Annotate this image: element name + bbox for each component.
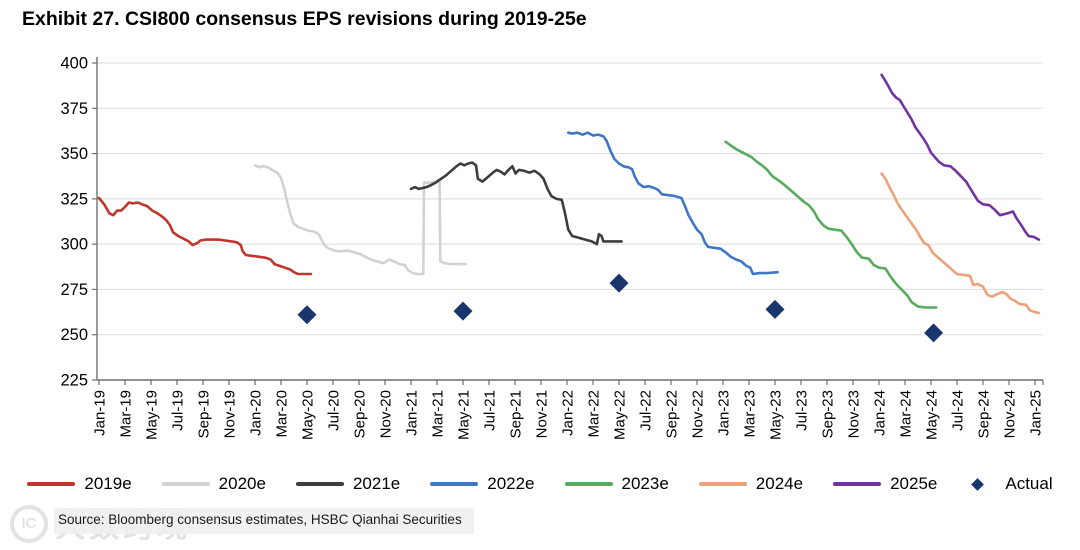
x-axis-label: May-23 bbox=[768, 390, 785, 440]
chart-legend: 2019e 2020e 2021e 2022e 2023e 2024e 2025e Actua… bbox=[0, 468, 1080, 500]
x-axis-label: May-24 bbox=[924, 390, 941, 440]
x-axis-label: Mar-23 bbox=[742, 390, 759, 438]
legend-line-swatch bbox=[833, 482, 882, 486]
x-axis-label: Mar-22 bbox=[586, 390, 603, 438]
legend-label: 2023e bbox=[621, 474, 669, 493]
y-axis-label: 225 bbox=[60, 372, 88, 390]
actual-diamond bbox=[297, 305, 317, 325]
x-axis-label: Sep-23 bbox=[820, 390, 837, 438]
actual-diamond bbox=[453, 301, 473, 321]
x-axis-label: Mar-24 bbox=[898, 390, 915, 438]
legend-label: 2021e bbox=[352, 474, 401, 493]
x-axis-label: Jan-23 bbox=[716, 390, 733, 436]
x-axis-label: Jan-25 bbox=[1028, 390, 1045, 436]
legend-item-2023e[interactable]: 2023e bbox=[564, 474, 669, 494]
x-axis-label: Jul-22 bbox=[638, 390, 655, 431]
x-axis-label: Nov-20 bbox=[378, 390, 395, 438]
legend-item-2024e[interactable]: 2024e bbox=[698, 474, 804, 494]
x-axis-label: Nov-19 bbox=[222, 390, 239, 438]
source-text: Source: Bloomberg consensus estimates, H… bbox=[58, 512, 462, 527]
page-title: Exhibit 27. CSI800 consensus EPS revisio… bbox=[22, 8, 587, 30]
series-2024e bbox=[880, 172, 1041, 315]
x-axis-label: Jan-21 bbox=[404, 390, 421, 436]
x-axis-label: Nov-23 bbox=[846, 390, 863, 438]
series-2019e bbox=[97, 196, 313, 276]
legend-label: 2019e bbox=[84, 474, 132, 493]
legend-diamond-icon bbox=[971, 477, 985, 491]
legend-label: 2025e bbox=[890, 474, 938, 493]
x-axis-label: Jul-19 bbox=[170, 390, 187, 431]
series-2020e bbox=[253, 164, 467, 276]
x-axis-label: Mar-19 bbox=[118, 390, 135, 438]
series-2022e bbox=[567, 131, 779, 276]
x-axis-label: Sep-22 bbox=[664, 390, 681, 438]
source-note: Source: Bloomberg consensus estimates, H… bbox=[54, 508, 474, 534]
legend-line-swatch bbox=[161, 482, 210, 486]
series-2025e bbox=[880, 73, 1041, 241]
legend-line-swatch bbox=[295, 482, 344, 486]
x-axis-label: Sep-19 bbox=[196, 390, 213, 438]
x-axis-label: May-22 bbox=[612, 390, 629, 440]
y-axis-label: 325 bbox=[60, 190, 88, 208]
legend-item-2020e[interactable]: 2020e bbox=[161, 474, 266, 494]
y-axis-label: 375 bbox=[60, 100, 88, 118]
x-axis-label: Jan-22 bbox=[560, 390, 577, 436]
x-axis-label: May-21 bbox=[456, 390, 473, 440]
series-2023e bbox=[724, 140, 938, 309]
legend-label: 2024e bbox=[755, 474, 804, 493]
x-axis-label: Mar-21 bbox=[430, 390, 447, 438]
legend-label: Actual bbox=[1005, 474, 1053, 493]
x-axis-label: Jan-20 bbox=[248, 390, 265, 436]
x-axis-label: Nov-21 bbox=[534, 390, 551, 438]
legend-item-2022e[interactable]: 2022e bbox=[430, 474, 535, 494]
y-axis-label: 400 bbox=[60, 55, 88, 73]
x-axis-label: Jan-24 bbox=[872, 390, 889, 436]
legend-line-swatch bbox=[698, 482, 747, 486]
x-axis-label: Nov-22 bbox=[690, 390, 707, 438]
x-axis-label: Jul-21 bbox=[482, 390, 499, 431]
x-axis-label: Nov-24 bbox=[1002, 390, 1019, 438]
watermark-logo-icon: IC bbox=[10, 505, 48, 543]
x-axis-label: Jul-24 bbox=[950, 390, 967, 431]
actual-diamond bbox=[924, 323, 944, 343]
legend-item-2019e[interactable]: 2019e bbox=[27, 474, 132, 494]
actual-diamond bbox=[609, 273, 629, 293]
x-axis-label: Jan-19 bbox=[92, 390, 109, 436]
x-axis-label: May-20 bbox=[300, 390, 317, 440]
y-axis-label: 250 bbox=[60, 326, 88, 344]
x-axis-label: Jul-20 bbox=[326, 390, 343, 431]
legend-label: 2020e bbox=[218, 474, 266, 493]
legend-item-2021e[interactable]: 2021e bbox=[295, 474, 401, 494]
legend-item-actual[interactable]: Actual bbox=[967, 474, 1053, 494]
legend-item-2025e[interactable]: 2025e bbox=[833, 474, 937, 494]
x-axis-label: May-19 bbox=[144, 390, 161, 440]
series-2021e bbox=[409, 161, 623, 246]
x-axis-label: Sep-24 bbox=[976, 390, 993, 438]
y-axis-label: 275 bbox=[60, 281, 88, 299]
legend-label: 2022e bbox=[487, 474, 535, 493]
x-axis-label: Sep-20 bbox=[352, 390, 369, 438]
x-axis-label: Sep-21 bbox=[508, 390, 525, 438]
actual-diamond bbox=[765, 299, 785, 319]
legend-line-swatch bbox=[430, 482, 479, 486]
legend-line-swatch bbox=[564, 482, 613, 486]
y-axis-label: 350 bbox=[60, 145, 88, 163]
y-axis-label: 300 bbox=[60, 236, 88, 254]
x-axis-label: Jul-23 bbox=[794, 390, 811, 431]
x-axis-label: Mar-20 bbox=[274, 390, 291, 438]
legend-line-swatch bbox=[27, 482, 76, 486]
